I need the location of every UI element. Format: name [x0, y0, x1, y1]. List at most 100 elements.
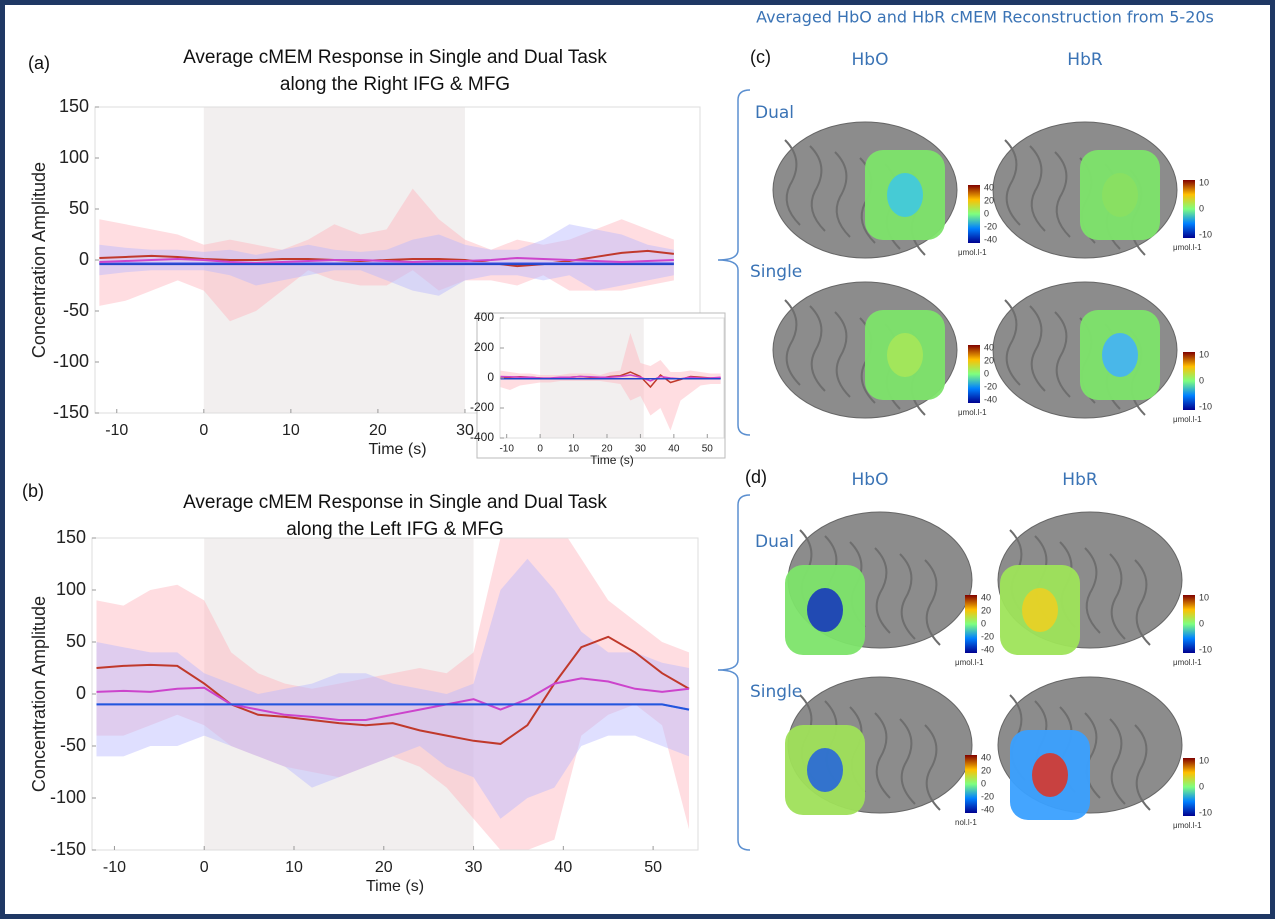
- activation-spot: [1022, 588, 1058, 632]
- x-tick-label: -10: [105, 422, 128, 439]
- colorbar-tick: 40: [984, 342, 994, 352]
- x-tick-label: 0: [199, 422, 208, 439]
- colorbar-unit: μmol.l-1: [958, 408, 987, 417]
- activation-spot: [1102, 333, 1138, 377]
- colorbar-unit: μmol.l-1: [958, 248, 987, 257]
- x-tick-label: 10: [285, 859, 303, 876]
- colorbar-tick: 20: [981, 605, 991, 615]
- column-label: HbR: [1062, 470, 1098, 490]
- colorbar-tick: 0: [981, 778, 986, 788]
- colorbar-tick: 0: [981, 618, 986, 628]
- colorbar-unit: μmol.l-1: [1173, 243, 1202, 252]
- colorbar-tick: -10: [1199, 401, 1212, 411]
- colorbar: [968, 345, 980, 403]
- chart-title: Average cMEM Response in Single and Dual…: [183, 492, 607, 513]
- x-tick-label: 10: [568, 444, 580, 455]
- colorbar: [1183, 180, 1195, 238]
- colorbar: [965, 595, 977, 653]
- colorbar: [1183, 595, 1195, 653]
- colorbar-tick: -20: [981, 791, 994, 801]
- x-tick-label: 20: [375, 859, 393, 876]
- colorbar-tick: 0: [984, 208, 989, 218]
- colorbar: [968, 185, 980, 243]
- colorbar-tick: 10: [1199, 755, 1209, 765]
- chart-title: along the Left IFG & MFG: [286, 519, 504, 540]
- x-axis-label: Time (s): [590, 453, 634, 467]
- panel-label: (a): [28, 53, 50, 73]
- x-tick-label: -10: [499, 444, 514, 455]
- y-axis-label: Concentration Amplitude: [29, 162, 49, 358]
- x-tick-label: 30: [635, 444, 647, 455]
- colorbar-unit: μmol.l-1: [1173, 415, 1202, 424]
- x-tick-label: 10: [282, 422, 300, 439]
- y-tick-label: 400: [474, 310, 494, 324]
- activation-spot: [1032, 753, 1068, 797]
- row-label: Single: [750, 262, 802, 282]
- y-tick-label: 200: [474, 340, 494, 354]
- column-label: HbR: [1067, 50, 1103, 70]
- colorbar-tick: -40: [984, 234, 997, 244]
- y-tick-label: 150: [56, 527, 86, 547]
- column-label: HbO: [852, 50, 889, 70]
- colorbar-tick: 10: [1199, 349, 1209, 359]
- x-tick-label: 40: [668, 444, 680, 455]
- colorbar-unit: μmol.l-1: [1173, 821, 1202, 830]
- colorbar-tick: -10: [1199, 644, 1212, 654]
- colorbar-tick: 20: [984, 195, 994, 205]
- colorbar-tick: -20: [984, 221, 997, 231]
- activation-spot: [807, 588, 843, 632]
- y-tick-label: 0: [487, 370, 494, 384]
- y-tick-label: -50: [60, 735, 86, 755]
- colorbar: [965, 755, 977, 813]
- x-tick-label: 0: [200, 859, 209, 876]
- right-title: Averaged HbO and HbR cMEM Reconstruction…: [756, 8, 1214, 27]
- colorbar-unit: μmol.l-1: [955, 658, 984, 667]
- activation-spot: [807, 748, 843, 792]
- x-tick-label: 0: [537, 444, 543, 455]
- panel-label: (c): [750, 47, 771, 67]
- row-label: Dual: [755, 532, 794, 552]
- row-label: Single: [750, 682, 802, 702]
- colorbar-tick: 20: [981, 765, 991, 775]
- colorbar-tick: -10: [1199, 229, 1212, 239]
- y-tick-label: 0: [79, 249, 89, 269]
- colorbar-tick: -10: [1199, 807, 1212, 817]
- activation-spot: [887, 173, 923, 217]
- page: {"figure":{"right_title":"Averaged HbO a…: [0, 0, 1275, 924]
- x-tick-label: 50: [702, 444, 714, 455]
- y-tick-label: -150: [50, 839, 86, 859]
- colorbar-unit: nol.l-1: [955, 818, 977, 827]
- x-axis-label: Time (s): [368, 441, 426, 458]
- y-tick-label: 100: [59, 147, 89, 167]
- y-axis-label: Concentration Amplitude: [29, 596, 49, 792]
- y-tick-label: -200: [470, 400, 494, 414]
- chart-title: along the Right IFG & MFG: [280, 74, 510, 95]
- y-tick-label: 100: [56, 579, 86, 599]
- colorbar: [1183, 352, 1195, 410]
- panel-label: (d): [745, 467, 767, 487]
- y-tick-label: 150: [59, 96, 89, 116]
- y-tick-label: 0: [76, 683, 86, 703]
- colorbar-tick: 0: [984, 368, 989, 378]
- x-tick-label: 20: [369, 422, 387, 439]
- colorbar-tick: 40: [984, 182, 994, 192]
- colorbar-tick: 0: [1199, 781, 1204, 791]
- activation-spot: [887, 333, 923, 377]
- colorbar-unit: μmol.l-1: [1173, 658, 1202, 667]
- y-tick-label: -100: [53, 351, 89, 371]
- colorbar-tick: 0: [1199, 203, 1204, 213]
- activation-spot: [1102, 173, 1138, 217]
- y-tick-label: -150: [53, 402, 89, 422]
- y-tick-label: 50: [69, 198, 89, 218]
- colorbar-tick: 0: [1199, 375, 1204, 385]
- colorbar-tick: 20: [984, 355, 994, 365]
- colorbar-tick: -40: [981, 804, 994, 814]
- x-axis-label: Time (s): [366, 878, 424, 895]
- colorbar-tick: -20: [981, 631, 994, 641]
- x-tick-label: 50: [644, 859, 662, 876]
- y-tick-label: 50: [66, 631, 86, 651]
- row-label: Dual: [755, 103, 794, 123]
- colorbar-tick: 10: [1199, 177, 1209, 187]
- y-tick-label: -400: [470, 430, 494, 444]
- colorbar-tick: 40: [981, 752, 991, 762]
